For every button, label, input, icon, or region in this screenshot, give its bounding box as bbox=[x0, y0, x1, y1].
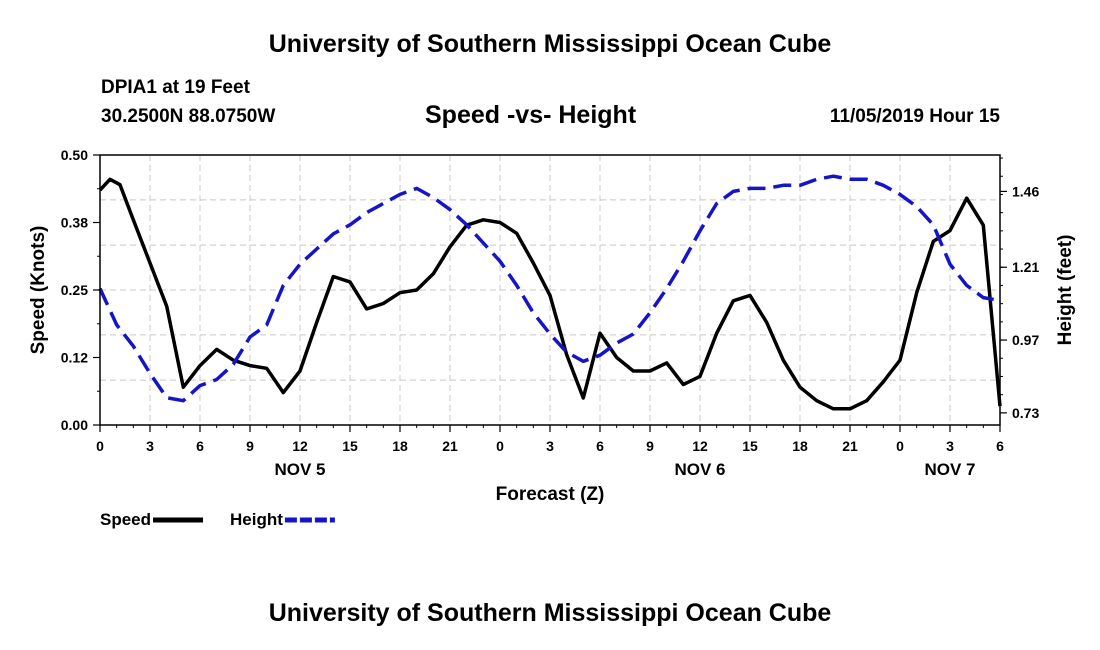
x-tick-label: 3 bbox=[946, 438, 954, 454]
y2-tick-label: 0.97 bbox=[1012, 332, 1039, 348]
x-tick-label: 15 bbox=[342, 438, 358, 454]
x-tick-label: 6 bbox=[996, 438, 1004, 454]
x-axis-title: Forecast (Z) bbox=[496, 484, 605, 505]
x-tick-label: 15 bbox=[742, 438, 758, 454]
legend-label-height: Height bbox=[230, 510, 283, 529]
axes: 0 3 6 9 12 15 18 21 0 3 6 9 12 15 18 21 0 3 6 0.00 0.12 0.25 0… bbox=[61, 147, 1040, 479]
legend-label-speed: Speed bbox=[100, 510, 151, 529]
chart-subtitle: Speed -vs- Height bbox=[425, 101, 637, 129]
station-label: DPIA1 at 19 Feet bbox=[101, 77, 250, 98]
day-label: NOV 7 bbox=[924, 460, 975, 479]
x-tick-label: 0 bbox=[496, 438, 504, 454]
x-tick-label: 12 bbox=[692, 438, 708, 454]
x-tick-label: 3 bbox=[546, 438, 554, 454]
day-label: NOV 5 bbox=[274, 460, 325, 479]
y-axis-title: Speed (Knots) bbox=[28, 226, 49, 355]
y-tick-label: 0.25 bbox=[61, 282, 88, 298]
y-tick-label: 0.12 bbox=[61, 350, 88, 366]
coordinates-label: 30.2500N 88.0750W bbox=[101, 106, 276, 127]
speed-series-line bbox=[98, 177, 1002, 411]
y-tick-label: 0.38 bbox=[61, 215, 88, 231]
series-lines bbox=[98, 174, 1002, 411]
x-tick-label: 6 bbox=[596, 438, 604, 454]
y-tick-label: 0.50 bbox=[61, 147, 88, 163]
x-tick-label: 18 bbox=[392, 438, 408, 454]
y2-tick-label: 1.21 bbox=[1012, 259, 1039, 275]
grid-lines bbox=[100, 155, 1000, 425]
x-tick-label: 12 bbox=[292, 438, 308, 454]
forecast-datetime: 11/05/2019 Hour 15 bbox=[829, 106, 1000, 127]
x-tick-label: 6 bbox=[196, 438, 204, 454]
footer-title: University of Southern Mississippi Ocean… bbox=[268, 599, 832, 627]
x-tick-label: 3 bbox=[146, 438, 154, 454]
x-tick-label: 0 bbox=[96, 438, 104, 454]
x-tick-label: 9 bbox=[246, 438, 254, 454]
day-label: NOV 6 bbox=[674, 460, 725, 479]
legend: Speed Height bbox=[100, 510, 335, 529]
x-tick-label: 21 bbox=[842, 438, 858, 454]
y2-tick-label: 0.73 bbox=[1012, 405, 1039, 421]
x-tick-label: 0 bbox=[896, 438, 904, 454]
x-tick-label: 18 bbox=[792, 438, 808, 454]
x-tick-label: 9 bbox=[646, 438, 654, 454]
chart-title: University of Southern Mississippi Ocean… bbox=[268, 30, 832, 58]
y-tick-label: 0.00 bbox=[61, 417, 88, 433]
y2-axis-title: Height (feet) bbox=[1055, 235, 1076, 346]
height-series-line bbox=[98, 174, 1001, 403]
y2-tick-label: 1.46 bbox=[1012, 183, 1039, 199]
x-tick-label: 21 bbox=[442, 438, 458, 454]
